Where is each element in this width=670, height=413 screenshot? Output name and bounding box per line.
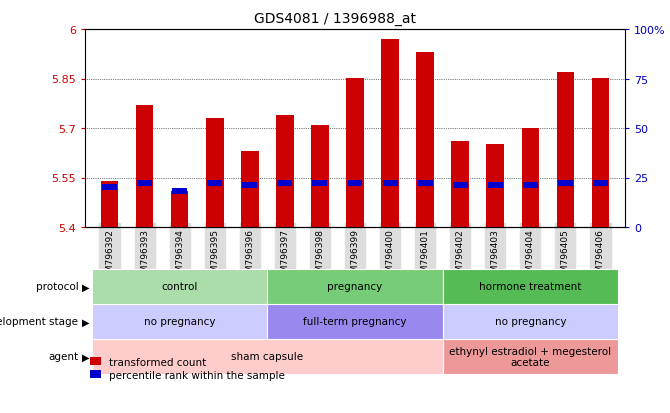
Bar: [136, 106, 153, 228]
Text: development stage: development stage: [0, 317, 78, 327]
Bar: [488, 183, 502, 189]
Bar: [593, 181, 608, 187]
Text: ethynyl estradiol + megesterol
acetate: ethynyl estradiol + megesterol acetate: [450, 346, 612, 368]
Bar: [443, 269, 618, 304]
Bar: [452, 142, 469, 228]
Bar: [416, 53, 434, 228]
Bar: [92, 339, 443, 374]
Bar: [346, 79, 364, 228]
Text: pregnancy: pregnancy: [328, 282, 383, 292]
Bar: [383, 181, 397, 187]
Text: ▶: ▶: [82, 282, 89, 292]
Bar: [172, 189, 187, 195]
Bar: [171, 191, 188, 228]
Bar: [277, 181, 292, 187]
Bar: [92, 304, 267, 339]
Text: full-term pregnancy: full-term pregnancy: [304, 317, 407, 327]
Text: no pregnancy: no pregnancy: [494, 317, 566, 327]
Bar: [558, 181, 573, 187]
Bar: [443, 339, 618, 374]
Text: GDS4081 / 1396988_at: GDS4081 / 1396988_at: [254, 12, 416, 26]
Bar: [381, 40, 399, 228]
Bar: [267, 304, 443, 339]
Bar: [92, 269, 267, 304]
Bar: [276, 116, 293, 228]
Bar: [521, 129, 539, 228]
Bar: [243, 183, 257, 189]
Bar: [100, 181, 119, 228]
Text: hormone treatment: hormone treatment: [479, 282, 582, 292]
Text: agent: agent: [48, 351, 78, 362]
Bar: [592, 79, 609, 228]
Bar: [241, 152, 259, 228]
Legend: transformed count, percentile rank within the sample: transformed count, percentile rank withi…: [90, 357, 285, 380]
Bar: [102, 185, 117, 191]
Bar: [443, 304, 618, 339]
Bar: [348, 181, 362, 187]
Bar: [207, 181, 222, 187]
Bar: [311, 126, 329, 228]
Text: protocol: protocol: [36, 282, 78, 292]
Bar: [137, 181, 152, 187]
Text: sham capsule: sham capsule: [231, 351, 304, 362]
Bar: [523, 183, 538, 189]
Bar: [206, 119, 224, 228]
Bar: [453, 183, 468, 189]
Bar: [312, 181, 328, 187]
Text: no pregnancy: no pregnancy: [144, 317, 216, 327]
Bar: [557, 73, 574, 228]
Bar: [417, 181, 433, 187]
Text: control: control: [161, 282, 198, 292]
Bar: [267, 269, 443, 304]
Text: ▶: ▶: [82, 351, 89, 362]
Bar: [486, 145, 504, 228]
Text: ▶: ▶: [82, 317, 89, 327]
